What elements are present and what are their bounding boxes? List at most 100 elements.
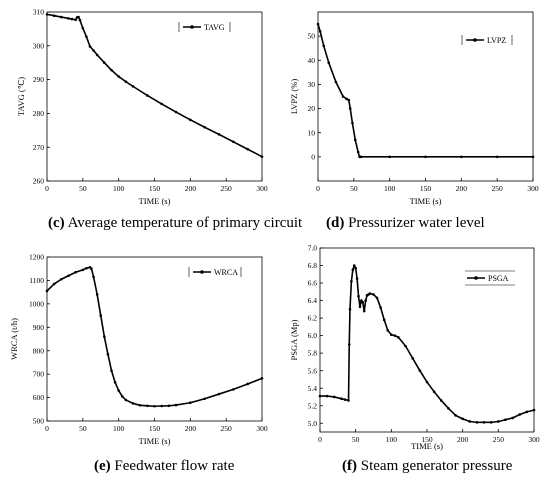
y-tick-label-f: 6.8 <box>308 261 318 270</box>
data-point-e <box>153 404 156 408</box>
data-point-f <box>532 408 536 412</box>
data-point-c <box>117 75 120 78</box>
y-tick-label-f: 5.6 <box>308 366 318 375</box>
x-tick-label-d: 100 <box>384 184 396 193</box>
x-tick-label-e: 300 <box>256 424 268 433</box>
data-point-e <box>117 389 120 392</box>
data-point-c <box>52 14 56 18</box>
x-tick-label-d: 150 <box>420 184 432 193</box>
data-point-f <box>497 420 500 423</box>
data-point-c <box>45 13 49 16</box>
data-point-f <box>511 416 514 420</box>
data-point-e <box>67 274 70 278</box>
data-point-f <box>489 421 493 424</box>
chart-e: 0 50 100 150 200 250 300 500 600 700 800 900 1000 110… <box>9 253 268 446</box>
data-point-e <box>110 369 113 372</box>
data-point-f <box>340 397 343 401</box>
y-tick-label-c: 310 <box>33 8 45 17</box>
x-tick-label-c: 0 <box>45 184 49 193</box>
data-point-c <box>146 94 149 97</box>
y-axis-label-d: LVPZ (%) <box>289 79 299 115</box>
data-point-f <box>360 299 363 302</box>
data-point-f <box>518 413 522 416</box>
y-axis-label-e: WRCA (t/h) <box>9 318 19 360</box>
x-tick-label-c: 200 <box>185 184 197 193</box>
data-point-d <box>318 30 322 33</box>
series-line-c <box>46 13 263 158</box>
data-point-d <box>531 155 535 159</box>
y-tick-label-c: 290 <box>33 75 45 84</box>
data-point-f <box>348 308 352 311</box>
y-tick-label-e: 900 <box>33 323 45 332</box>
x-tick-label-d: 250 <box>492 184 504 193</box>
y-tick-label-c: 300 <box>33 41 45 50</box>
data-point-c <box>232 140 235 144</box>
y-tick-label-d: 50 <box>308 32 316 41</box>
data-point-d <box>345 97 348 101</box>
x-tick-label-c: 50 <box>79 184 87 193</box>
data-point-c <box>95 53 99 57</box>
data-point-e <box>45 289 49 293</box>
data-point-d <box>495 155 499 159</box>
data-point-f <box>358 305 362 309</box>
caption-c: (c) Average temperature of primary circu… <box>48 214 302 232</box>
data-point-f <box>364 299 367 302</box>
data-point-f <box>352 264 356 267</box>
data-point-e <box>160 404 163 408</box>
chart-d: 0 50 100 150 200 250 300 0 10 20 30 40 50 TIME (s) LVP… <box>289 11 539 206</box>
data-point-e <box>74 270 77 274</box>
data-point-f <box>525 410 529 414</box>
x-tick-label-e: 200 <box>185 424 197 433</box>
data-point-f <box>372 293 375 296</box>
data-point-c <box>189 118 192 122</box>
data-point-e <box>81 268 85 272</box>
data-point-f <box>404 344 407 348</box>
data-point-d <box>347 98 351 102</box>
x-tick-label-f: 0 <box>318 435 322 444</box>
data-point-e <box>103 335 106 338</box>
data-point-f <box>397 336 400 339</box>
data-point-c <box>246 147 249 151</box>
data-point-f <box>461 417 464 421</box>
series-line-f <box>320 264 535 424</box>
data-point-c <box>110 68 113 72</box>
legend-marker-d <box>473 38 477 42</box>
y-tick-label-c: 260 <box>33 177 45 186</box>
data-point-f <box>350 279 353 283</box>
data-point-d <box>334 80 338 84</box>
y-axis-label-c: TAVG (℃) <box>16 77 26 116</box>
caption-e-text: Feedwater flow rate <box>110 458 235 474</box>
data-point-f <box>343 398 347 401</box>
data-point-d <box>351 121 354 125</box>
data-point-e <box>131 402 135 405</box>
data-point-f <box>361 301 365 304</box>
chart-c: 0 50 100 150 200 250 300 260 270 280 290 300 310 TIME… <box>16 8 268 206</box>
plot-frame-c <box>46 11 263 182</box>
x-tick-label-e: 250 <box>221 424 233 433</box>
data-point-e <box>260 377 264 380</box>
data-point-d <box>388 155 391 159</box>
data-point-c <box>67 17 70 20</box>
data-point-c <box>77 15 80 19</box>
data-point-f <box>375 296 379 300</box>
data-point-e <box>120 395 124 398</box>
data-point-e <box>217 392 221 396</box>
y-tick-label-f: 6.6 <box>308 279 318 288</box>
data-point-d <box>348 107 352 110</box>
caption-f-letter: (f) <box>342 458 357 474</box>
y-tick-label-f: 7.0 <box>308 244 318 253</box>
caption-c-letter: (c) <box>48 215 65 231</box>
caption-e: (e) Feedwater flow rate <box>94 457 234 475</box>
data-point-f <box>362 309 366 313</box>
data-point-e <box>203 397 206 401</box>
y-tick-label-d: 30 <box>308 80 316 89</box>
data-point-c <box>260 155 264 158</box>
y-tick-label-d: 40 <box>308 56 316 65</box>
caption-f: (f) Steam generator pressure <box>342 457 512 475</box>
x-tick-label-f: 300 <box>528 435 540 444</box>
data-point-c <box>92 49 95 52</box>
series-line-e <box>46 266 263 408</box>
x-tick-label-f: 150 <box>421 435 433 444</box>
data-point-c <box>78 18 82 22</box>
y-tick-label-f: 6.4 <box>308 296 318 305</box>
